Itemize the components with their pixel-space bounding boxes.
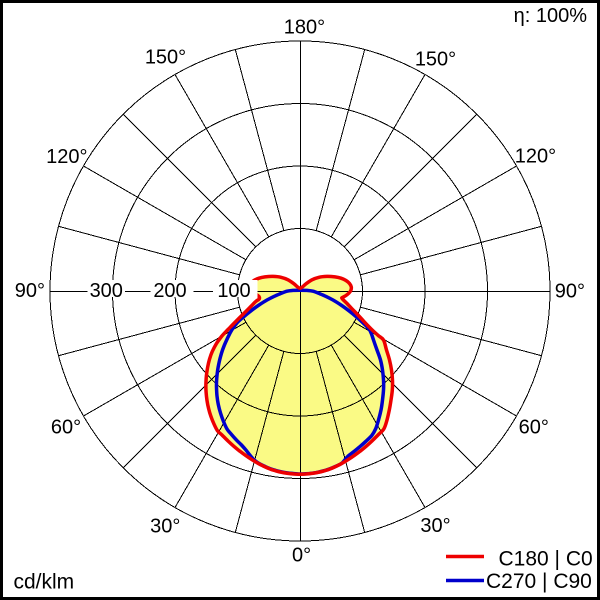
svg-text:100: 100	[217, 280, 250, 302]
svg-text:C270 | C90: C270 | C90	[486, 570, 592, 593]
svg-text:200: 200	[153, 280, 186, 302]
svg-text:30°: 30°	[150, 516, 180, 538]
svg-text:300: 300	[90, 280, 123, 302]
svg-text:90°: 90°	[15, 280, 45, 302]
svg-text:180°: 180°	[284, 17, 325, 39]
svg-text:cd/klm: cd/klm	[14, 570, 75, 593]
svg-text:60°: 60°	[51, 417, 81, 439]
svg-text:0°: 0°	[292, 545, 311, 567]
svg-text:60°: 60°	[519, 417, 549, 439]
svg-text:120°: 120°	[515, 146, 556, 168]
svg-text:90°: 90°	[555, 281, 585, 303]
svg-text:η: 100%: η: 100%	[514, 5, 588, 27]
svg-text:120°: 120°	[46, 146, 87, 168]
svg-text:150°: 150°	[145, 47, 186, 69]
svg-text:30°: 30°	[420, 515, 450, 537]
svg-text:150°: 150°	[415, 48, 456, 70]
svg-text:C180 | C0: C180 | C0	[499, 547, 593, 570]
